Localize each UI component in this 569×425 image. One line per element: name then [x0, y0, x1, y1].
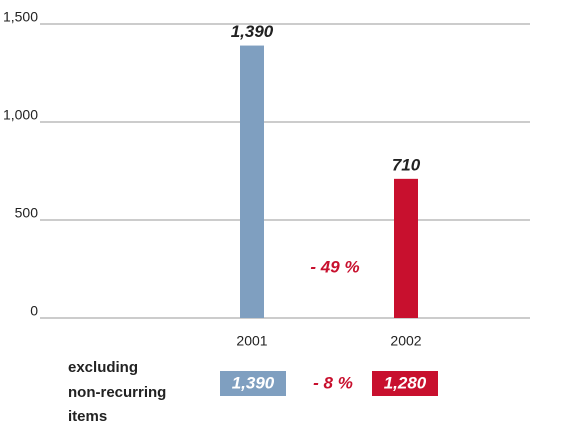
comparison-label: excluding: [68, 359, 138, 376]
comparison-box: [220, 371, 286, 396]
comparison-value: 1,390: [232, 373, 275, 392]
comparison-box: [372, 371, 438, 396]
x-tick-label: 2002: [390, 333, 421, 349]
y-tick-label: 1,500: [3, 9, 38, 25]
x-tick-label: 2001: [236, 333, 267, 349]
comparison-value: 1,280: [384, 373, 427, 392]
comparison-label: non-recurring: [68, 384, 166, 401]
value-label: 1,390: [231, 22, 274, 41]
change-annotation: - 49 %: [310, 257, 359, 276]
y-tick-label: 0: [30, 303, 38, 319]
bar: [394, 178, 418, 318]
y-tick-label: 500: [15, 205, 39, 221]
bar: [240, 45, 264, 319]
comparison-label: items: [68, 408, 107, 425]
y-tick-label: 1,000: [3, 107, 38, 123]
comparison-change: - 8 %: [313, 373, 353, 392]
value-label: 710: [392, 155, 421, 174]
